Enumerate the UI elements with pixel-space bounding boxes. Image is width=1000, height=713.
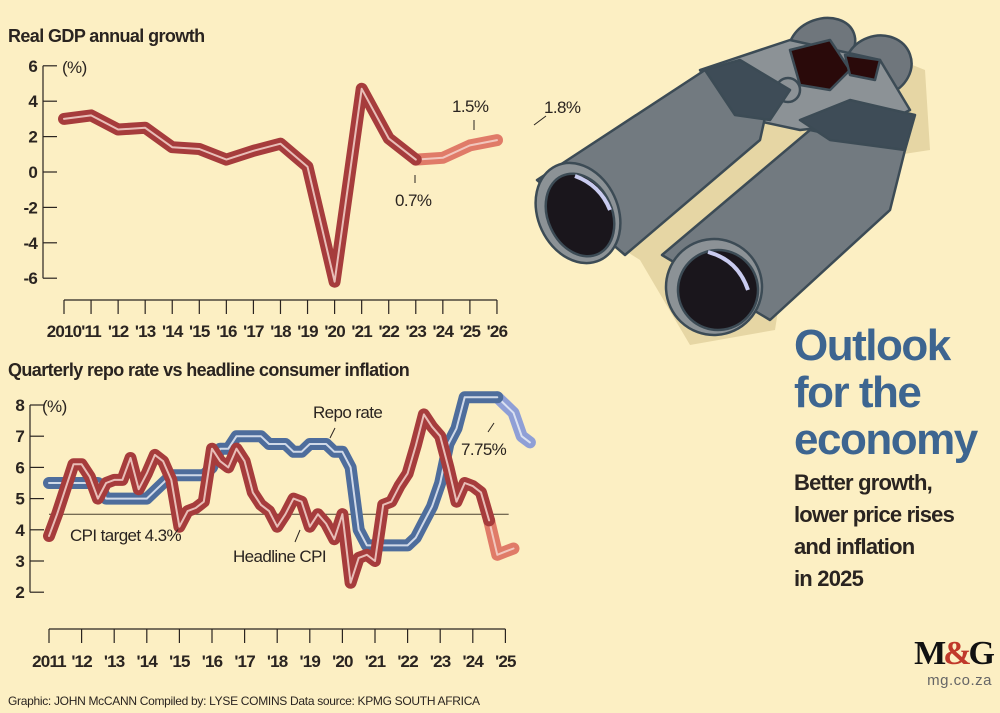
headline-cpi-label: Headline CPI <box>233 547 326 566</box>
logo-mark: M&G <box>914 635 995 672</box>
gdp-y-unit-label: (%) <box>62 58 87 77</box>
x-tick-label: '23 <box>405 322 426 341</box>
y-tick-label: 2 <box>28 128 37 147</box>
subtitle-line: and inflation <box>794 534 915 559</box>
x-tick-label: 2010 <box>47 322 82 341</box>
subtitle-line: lower price rises <box>794 502 955 527</box>
gdp-chart-title: Real GDP annual growth <box>8 26 205 46</box>
inflation-chart-title: Quarterly repo rate vs headline consumer… <box>8 360 409 380</box>
x-tick-label: '23 <box>430 652 451 671</box>
annotation-2025: 1.5% <box>452 97 489 116</box>
y-tick-label: 4 <box>15 521 25 540</box>
y-tick-label: 8 <box>15 396 24 415</box>
x-tick-label: '20 <box>332 652 353 671</box>
y-tick-label: 7 <box>15 427 24 446</box>
gdp-series <box>58 82 503 288</box>
headline-title-line: Outlook <box>794 321 951 370</box>
gdp-actual-line-highlight <box>63 87 417 283</box>
gdp-actual-line <box>58 82 422 288</box>
headline-title-line: economy <box>794 415 978 464</box>
repo-forecast-line-highlight <box>496 396 531 444</box>
subtitle-line: Better growth, <box>794 470 933 495</box>
x-tick-label: '17 <box>234 652 255 671</box>
x-tick-label: '18 <box>270 322 291 341</box>
x-tick-label: '22 <box>378 322 399 341</box>
annotation-leader <box>329 427 336 439</box>
x-tick-label: '19 <box>297 322 318 341</box>
repo-rate-annotation: 7.75% <box>461 440 507 459</box>
inflation-series <box>43 391 536 589</box>
y-tick-label: 2 <box>15 583 24 602</box>
x-tick-label: '11 <box>81 322 101 341</box>
inflation-y-unit-label: (%) <box>42 397 67 416</box>
inflation-annotations: CPI target 4.3% Repo rate Headline CPI 7… <box>70 403 507 566</box>
x-tick-label: '26 <box>487 322 508 341</box>
y-tick-label: 5 <box>15 490 24 509</box>
annotation-2026: 1.8% <box>544 98 581 117</box>
x-tick-label: '20 <box>324 322 345 341</box>
x-tick-label: '12 <box>71 652 92 671</box>
x-tick-label: '24 <box>433 322 455 341</box>
y-tick-label: 6 <box>15 458 24 477</box>
headline-title: Outlook for the economy <box>794 322 994 463</box>
x-tick-label: '17 <box>243 322 264 341</box>
annotation-leader <box>294 529 301 543</box>
subtitle-line: in 2025 <box>794 566 864 591</box>
gdp-forecast-line-highlight <box>414 139 498 161</box>
x-tick-label: '15 <box>189 322 210 341</box>
annotation-leader <box>487 422 495 433</box>
x-tick-label: '19 <box>300 652 321 671</box>
mg-logo: M&G mg.co.za <box>900 635 995 690</box>
inflation-axes: 8 7 6 5 4 3 2 2011 '12 '13 '14 '15 '16 '17 '18 '19 '20 '2… <box>15 396 516 671</box>
x-tick-label: '25 <box>460 322 481 341</box>
logo-url: mg.co.za <box>927 672 992 689</box>
y-tick-label: 6 <box>28 57 37 76</box>
x-tick-label: '13 <box>135 322 156 341</box>
gdp-axes: 6 4 2 0 -2 -4 -6 2010'11 '12 '13 '14 '15 '16 '17 '18 '1… <box>23 57 508 341</box>
x-tick-label: '21 <box>351 322 372 341</box>
y-tick-label: -4 <box>23 234 38 253</box>
x-tick-label: '24 <box>463 652 485 671</box>
cpi-forecast-line-highlight <box>488 519 515 556</box>
annotation-2023: 0.7% <box>395 191 432 210</box>
headline-title-line: for the <box>794 368 922 417</box>
x-tick-label: '25 <box>495 652 516 671</box>
x-tick-label: '14 <box>162 322 184 341</box>
repo-rate-label: Repo rate <box>313 403 382 422</box>
x-tick-label: 2011 <box>32 652 66 671</box>
x-tick-label: '16 <box>202 652 223 671</box>
y-tick-label: -2 <box>23 198 37 217</box>
x-tick-label: '14 <box>137 652 159 671</box>
x-tick-label: '22 <box>397 652 418 671</box>
y-tick-label: -6 <box>23 269 37 288</box>
y-tick-label: 0 <box>28 163 37 182</box>
x-tick-label: '18 <box>267 652 288 671</box>
gdp-annotations: 0.7% 1.5% 1.8% <box>395 97 581 210</box>
x-tick-label: '13 <box>104 652 125 671</box>
credits-footer: Graphic: JOHN McCANN Compiled by: LYSE C… <box>8 694 480 708</box>
annotation-leader <box>533 115 547 126</box>
headline-subtitle: Better growth, lower price rises and inf… <box>794 467 994 595</box>
repo-forecast-line <box>491 391 536 449</box>
y-tick-label: 4 <box>28 92 38 111</box>
x-tick-label: '16 <box>216 322 237 341</box>
x-tick-label: '15 <box>169 652 190 671</box>
repo-rate-line-highlight <box>48 396 499 547</box>
cpi-target-label: CPI target 4.3% <box>70 526 181 545</box>
y-tick-label: 3 <box>15 552 24 571</box>
x-tick-label: '21 <box>365 652 386 671</box>
headline-block: Outlook for the economy Better growth, l… <box>794 322 994 595</box>
headline-cpi-line-highlight <box>48 413 491 584</box>
x-tick-label: '12 <box>108 322 129 341</box>
